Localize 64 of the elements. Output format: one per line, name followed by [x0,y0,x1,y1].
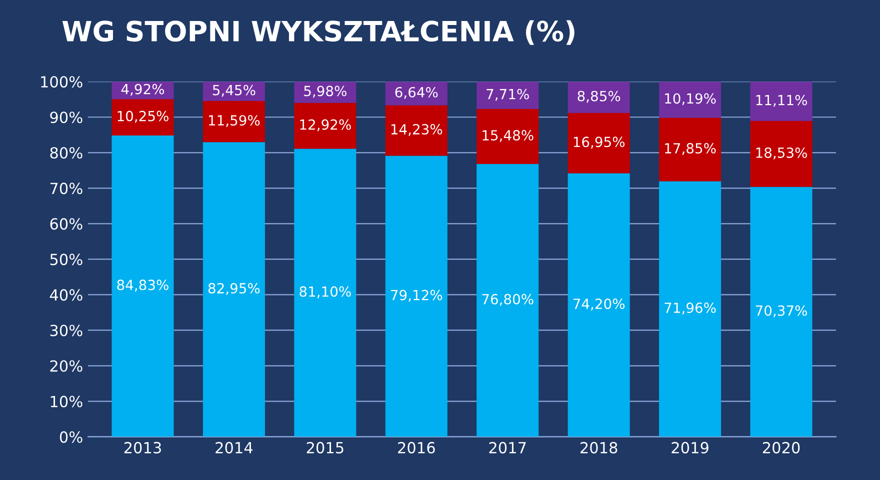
bar [112,99,174,136]
data-label: 7,71% [486,88,529,101]
bar [294,148,356,437]
data-label: 15,48% [482,130,534,142]
bar [385,156,448,437]
bar [202,142,265,437]
data-label: 10,25% [118,110,168,123]
bar [476,109,539,164]
x-tick-label: 2013 [124,442,161,454]
bar [750,82,812,122]
x-tick-label: 2014 [216,442,253,454]
data-label: 11,11% [756,94,807,107]
bar [476,82,539,110]
data-label: 8,85% [578,90,620,103]
bar [112,135,174,437]
y-tick-label: 80% [50,147,82,159]
y-tick-label: 10% [50,396,82,408]
x-tick-label: 2016 [398,442,435,454]
data-label: 16,95% [574,136,625,149]
data-label: 17,85% [665,143,716,155]
data-label: 12,92% [300,119,351,132]
bar [385,105,448,156]
data-label: 71,96% [664,302,716,314]
bar [750,121,812,187]
data-label: 11,59% [209,115,260,128]
data-label: 4,92% [121,84,164,96]
x-tick-label: 2019 [672,442,708,454]
data-label: 79,12% [391,290,442,302]
data-label: 81,10% [300,286,351,298]
y-tick-label: 50% [50,254,82,266]
y-tick-label: 20% [50,360,82,372]
bar [568,173,630,437]
chart-title: WG STOPNI WYKSZTAŁCENIA (%) [62,20,574,45]
y-tick-label: 40% [50,289,82,301]
x-tick-label: 2020 [762,442,800,454]
bar [568,82,630,114]
bar [568,113,630,174]
data-label: 18,53% [756,147,807,160]
y-tick-label: 30% [50,324,82,336]
y-tick-label: 90% [50,112,82,124]
x-tick-label: 2018 [580,442,618,454]
bar [294,102,356,149]
bar [659,118,722,182]
data-label: 14,23% [391,124,442,136]
y-tick-label: 60% [50,218,82,230]
data-label: 82,95% [208,283,260,295]
data-label: 10,19% [665,93,716,106]
data-label: 6,64% [395,86,438,99]
data-label: 84,83% [117,280,168,292]
y-tick-label: 0% [60,431,82,443]
data-label: 70,37% [756,305,807,318]
data-label: 76,80% [482,294,534,306]
bar [750,186,812,437]
bar [659,82,722,118]
bar [659,181,722,437]
data-label: 5,45% [212,84,256,97]
data-label: 74,20% [573,298,625,310]
x-tick-label: 2017 [489,442,526,454]
bar [476,164,539,437]
x-tick-label: 2015 [306,442,344,454]
y-tick-label: 100% [41,76,82,88]
y-tick-label: 70% [50,182,82,194]
bar [202,100,265,142]
data-label: 5,98% [304,86,346,98]
